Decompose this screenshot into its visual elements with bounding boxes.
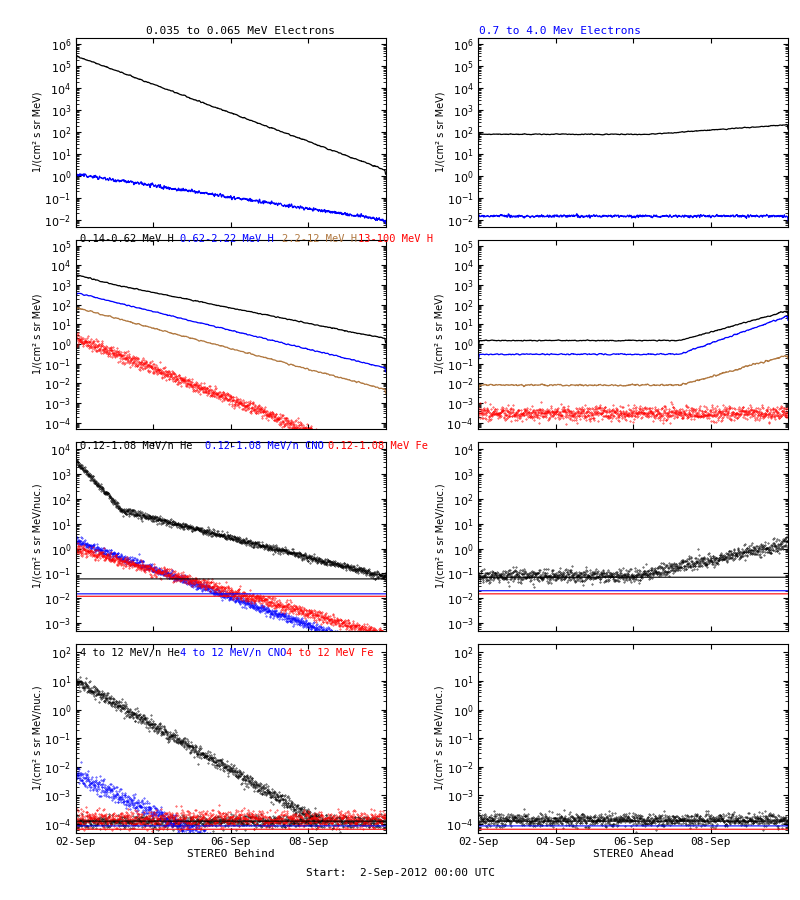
Text: 0.12-1.08 MeV/n CNO: 0.12-1.08 MeV/n CNO (205, 441, 323, 451)
Y-axis label: 1/(cm² s sr MeV/nuc.): 1/(cm² s sr MeV/nuc.) (33, 686, 42, 790)
X-axis label: STEREO Behind: STEREO Behind (187, 849, 274, 859)
Y-axis label: 1/(cm² s sr MeV/nuc.): 1/(cm² s sr MeV/nuc.) (435, 484, 445, 589)
Text: 0.14-0.62 MeV H: 0.14-0.62 MeV H (80, 234, 174, 244)
Y-axis label: 1/(cm² s sr MeV): 1/(cm² s sr MeV) (435, 92, 445, 173)
Text: 0.62-2.22 MeV H: 0.62-2.22 MeV H (180, 234, 274, 244)
Y-axis label: 1/(cm² s sr MeV/nuc.): 1/(cm² s sr MeV/nuc.) (435, 686, 445, 790)
Text: 0.035 to 0.065 MeV Electrons: 0.035 to 0.065 MeV Electrons (146, 26, 334, 36)
Text: 0.7 to 4.0 Mev Electrons: 0.7 to 4.0 Mev Electrons (479, 26, 641, 36)
Text: Start:  2-Sep-2012 00:00 UTC: Start: 2-Sep-2012 00:00 UTC (306, 868, 494, 878)
Y-axis label: 1/(cm² s sr MeV): 1/(cm² s sr MeV) (33, 92, 42, 173)
Text: 0.12-1.08 MeV/n He: 0.12-1.08 MeV/n He (80, 441, 193, 451)
Y-axis label: 1/(cm² s sr MeV/nuc.): 1/(cm² s sr MeV/nuc.) (33, 484, 42, 589)
Text: 4 to 12 MeV/n CNO: 4 to 12 MeV/n CNO (180, 648, 286, 658)
Text: 13-100 MeV H: 13-100 MeV H (358, 234, 434, 244)
Text: 0.12-1.08 MeV Fe: 0.12-1.08 MeV Fe (328, 441, 428, 451)
Text: 2.2-12 MeV H: 2.2-12 MeV H (282, 234, 357, 244)
Text: 4 to 12 MeV/n He: 4 to 12 MeV/n He (80, 648, 180, 658)
Y-axis label: 1/(cm² s sr MeV): 1/(cm² s sr MeV) (435, 294, 445, 374)
Text: 4 to 12 MeV Fe: 4 to 12 MeV Fe (286, 648, 374, 658)
X-axis label: STEREO Ahead: STEREO Ahead (593, 849, 674, 859)
Y-axis label: 1/(cm² s sr MeV): 1/(cm² s sr MeV) (33, 294, 42, 374)
